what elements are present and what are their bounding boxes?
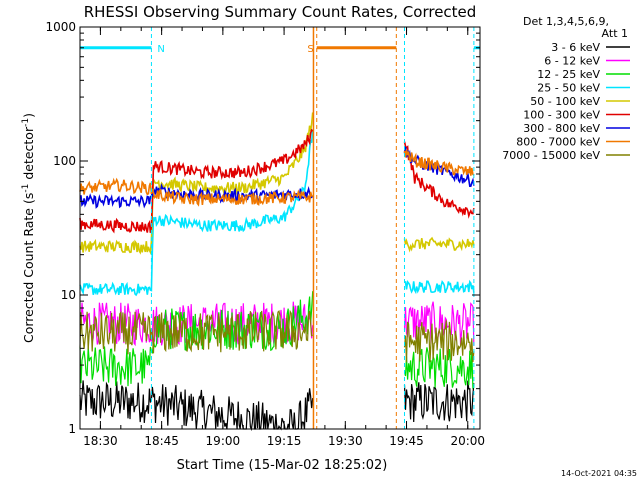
x-tick-label-0: 18:30 [83,434,118,448]
y-axis-label-sup1: -1 [21,184,31,193]
series-line-7 [79,149,475,207]
legend-label-6: 300 - 800 keV [523,122,600,135]
legend-label-2: 12 - 25 keV [537,68,600,81]
y-axis-label-part2: detector [21,126,36,184]
y-tick-label-1: 10 [61,288,76,302]
series-line-0 [79,380,475,432]
legend-label-1: 6 - 12 keV [544,55,600,68]
chart-title: RHESSI Observing Summary Count Rates, Co… [84,3,477,21]
y-axis-label-part1: Corrected Count Rate (s [21,193,36,343]
x-tick-label-2: 19:00 [206,434,241,448]
y-axis-label-part3: ) [21,113,36,118]
legend-label-3: 25 - 50 keV [537,82,600,95]
plot-frame [79,26,481,430]
legend-label-7: 800 - 7000 keV [516,136,600,149]
y-axis-label: Corrected Count Rate (s-1 detector-1) [21,113,36,343]
y-axis-label-sup2: -1 [21,118,31,127]
x-tick-label-3: 19:15 [267,434,302,448]
chart-data-layer [79,112,475,432]
y-tick-label-2: 100 [53,154,76,168]
legend-label-8: 7000 - 15000 keV [502,149,600,162]
x-axis-label: Start Time (15-Mar-02 18:25:02) [177,458,388,473]
legend-header-line2: Att 1 [602,27,628,40]
x-tick-label-1: 18:45 [144,434,179,448]
generated-timestamp: 14-Oct-2021 04:35 [561,469,637,478]
series-line-5 [79,128,475,234]
legend-label-5: 100 - 300 keV [523,109,600,122]
night-marker-label: N [157,44,164,55]
series-line-2 [79,291,475,390]
axes-layer: 1 10 100 1000 18:30 18:45 19:00 19:15 19:30 19:45… [45,20,485,448]
legend-label-4: 50 - 100 keV [530,95,600,108]
x-tick-label-5: 19:45 [389,434,424,448]
x-tick-label-4: 19:30 [328,434,363,448]
x-tick-label-6: 20:00 [450,434,485,448]
legend-label-0: 3 - 6 keV [551,41,600,54]
legend-header-line1: Det 1,3,4,5,6,9, [523,15,609,28]
series-line-3 [79,129,475,297]
saa-marker-label: S [307,44,313,55]
series-line-4 [79,112,475,255]
y-tick-label-3: 1000 [45,20,76,34]
y-tick-label-0: 1 [68,422,76,436]
series-line-8 [79,309,475,363]
